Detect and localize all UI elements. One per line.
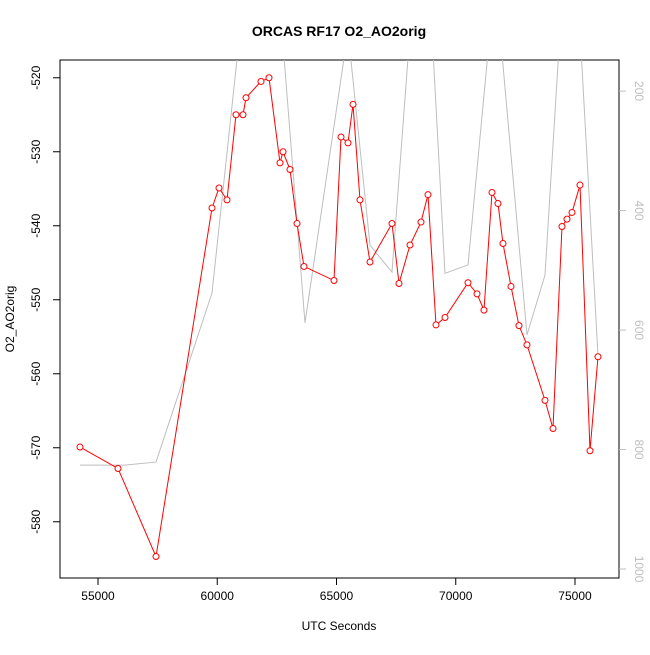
data-point: [239, 111, 247, 119]
data-point: [344, 139, 352, 147]
x-tick-label: 60000: [201, 589, 235, 603]
x-tick-label: 55000: [81, 589, 115, 603]
data-point: [594, 353, 602, 361]
data-point: [558, 223, 566, 230]
y2-tick-label: 200: [632, 81, 646, 101]
data-point: [76, 443, 84, 451]
y2-tick-label: 1000: [632, 556, 646, 583]
data-point: [494, 200, 502, 208]
y-tick-label: -540: [29, 213, 43, 237]
data-point: [541, 396, 549, 404]
y2-tick-label: 600: [632, 320, 646, 340]
x-tick-label: 70000: [439, 589, 473, 603]
data-point: [406, 241, 414, 249]
data-point: [515, 322, 523, 330]
data-point: [464, 279, 472, 287]
data-point: [286, 166, 294, 174]
data-point: [208, 204, 216, 212]
data-point: [114, 464, 122, 472]
data-point: [499, 240, 507, 248]
plot-area: [76, 60, 602, 561]
data-point: [215, 184, 223, 192]
y2-tick-label: 800: [632, 440, 646, 460]
data-point: [300, 262, 308, 270]
data-point: [424, 191, 432, 199]
x-tick-label: 65000: [320, 589, 354, 603]
series-line: [79, 60, 599, 466]
data-point: [257, 77, 265, 85]
data-point: [395, 279, 403, 287]
y-tick-label: -530: [29, 139, 43, 163]
y-tick-label: -570: [29, 435, 43, 459]
data-point: [523, 341, 531, 349]
data-point: [337, 133, 345, 141]
series-line: [79, 77, 599, 559]
data-point: [349, 100, 357, 108]
y-tick-label: -520: [29, 65, 43, 89]
data-point: [223, 196, 231, 204]
data-point: [242, 94, 250, 102]
data-point: [279, 148, 287, 156]
data-point: [563, 215, 571, 223]
data-point: [473, 290, 481, 298]
data-point: [576, 181, 584, 189]
data-point: [480, 306, 488, 314]
x-axis-label: UTC Seconds: [302, 619, 377, 633]
data-point: [488, 188, 496, 196]
data-point: [356, 196, 364, 204]
data-point: [417, 218, 425, 226]
data-point: [549, 425, 557, 433]
chart-title: ORCAS RF17 O2_AO2orig: [252, 23, 426, 39]
data-point: [586, 447, 594, 455]
y2-tick-label: 400: [632, 201, 646, 221]
plot-frame: [59, 59, 620, 579]
data-point: [507, 282, 515, 290]
x-tick-label: 75000: [558, 589, 592, 603]
data-point: [388, 220, 396, 228]
y-tick-label: -560: [29, 361, 43, 385]
data-point: [441, 314, 449, 322]
data-point: [432, 321, 440, 329]
y-tick-label: -550: [29, 287, 43, 311]
data-point: [265, 74, 273, 82]
data-point: [276, 159, 284, 167]
data-point: [293, 220, 301, 228]
y-tick-label: -580: [29, 509, 43, 533]
y-axis-label: O2_AO2orig: [3, 286, 17, 353]
data-point: [568, 208, 576, 216]
data-point: [366, 258, 374, 266]
data-point: [232, 111, 240, 119]
data-point: [330, 277, 338, 285]
data-point: [152, 553, 160, 561]
